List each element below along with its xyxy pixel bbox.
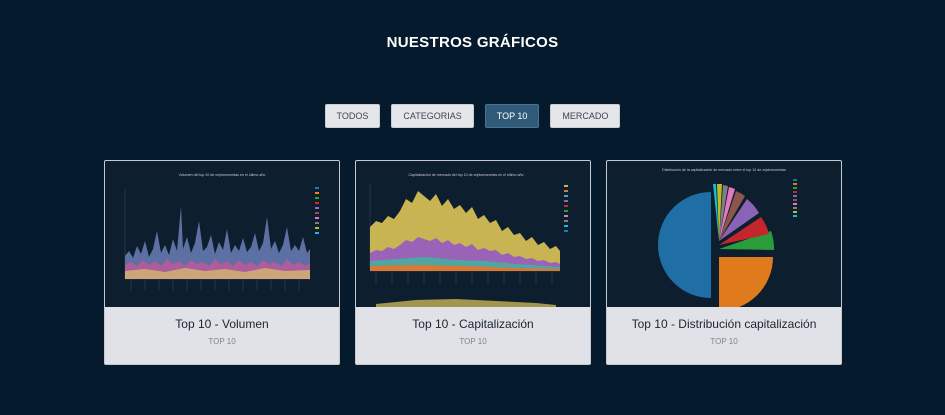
chart-thumbnail-distribucion[interactable]: Distribución de la capitalización de mer… [607, 161, 841, 307]
chart-card-volumen[interactable]: Volumen del top 10 de criptomonedas en e… [104, 160, 340, 365]
chart-card-title[interactable]: Top 10 - Distribución capitalización [631, 317, 817, 331]
filter-mercado-button[interactable]: MERCADO [550, 104, 621, 128]
thumbnail-caption: Volumen del top 10 de criptomonedas en e… [179, 173, 266, 177]
chart-card-body: Top 10 - Volumen TOP 10 [105, 307, 339, 364]
chart-card-capitalizacion[interactable]: Capitalización de mercado del top 10 de … [355, 160, 591, 365]
filter-top10-button[interactable]: TOP 10 [484, 104, 540, 128]
chart-card-title[interactable]: Top 10 - Capitalización [412, 317, 534, 331]
filter-bar: TODOS CATEGORIAS TOP 10 MERCADO [0, 104, 945, 128]
chart-thumbnail-capitalizacion[interactable]: Capitalización de mercado del top 10 de … [356, 161, 590, 307]
chart-card-category: TOP 10 [459, 337, 487, 346]
section-title: NUESTROS GRÁFICOS [386, 34, 559, 51]
chart-card-title[interactable]: Top 10 - Volumen [175, 317, 269, 331]
thumbnail-caption: Capitalización de mercado del top 10 de … [408, 173, 523, 177]
chart-card-body: Top 10 - Distribución capitalización TOP… [607, 307, 841, 364]
chart-thumbnail-volumen[interactable]: Volumen del top 10 de criptomonedas en e… [105, 161, 339, 307]
chart-card-category: TOP 10 [710, 337, 738, 346]
chart-card-category: TOP 10 [208, 337, 236, 346]
chart-card-distribucion[interactable]: Distribución de la capitalización de mer… [606, 160, 842, 365]
filter-categorias-button[interactable]: CATEGORIAS [391, 104, 474, 128]
chart-card-body: Top 10 - Capitalización TOP 10 [356, 307, 590, 364]
thumbnail-caption: Distribución de la capitalización de mer… [662, 168, 786, 172]
filter-todos-button[interactable]: TODOS [324, 104, 381, 128]
chart-gallery: Volumen del top 10 de criptomonedas en e… [104, 160, 842, 365]
